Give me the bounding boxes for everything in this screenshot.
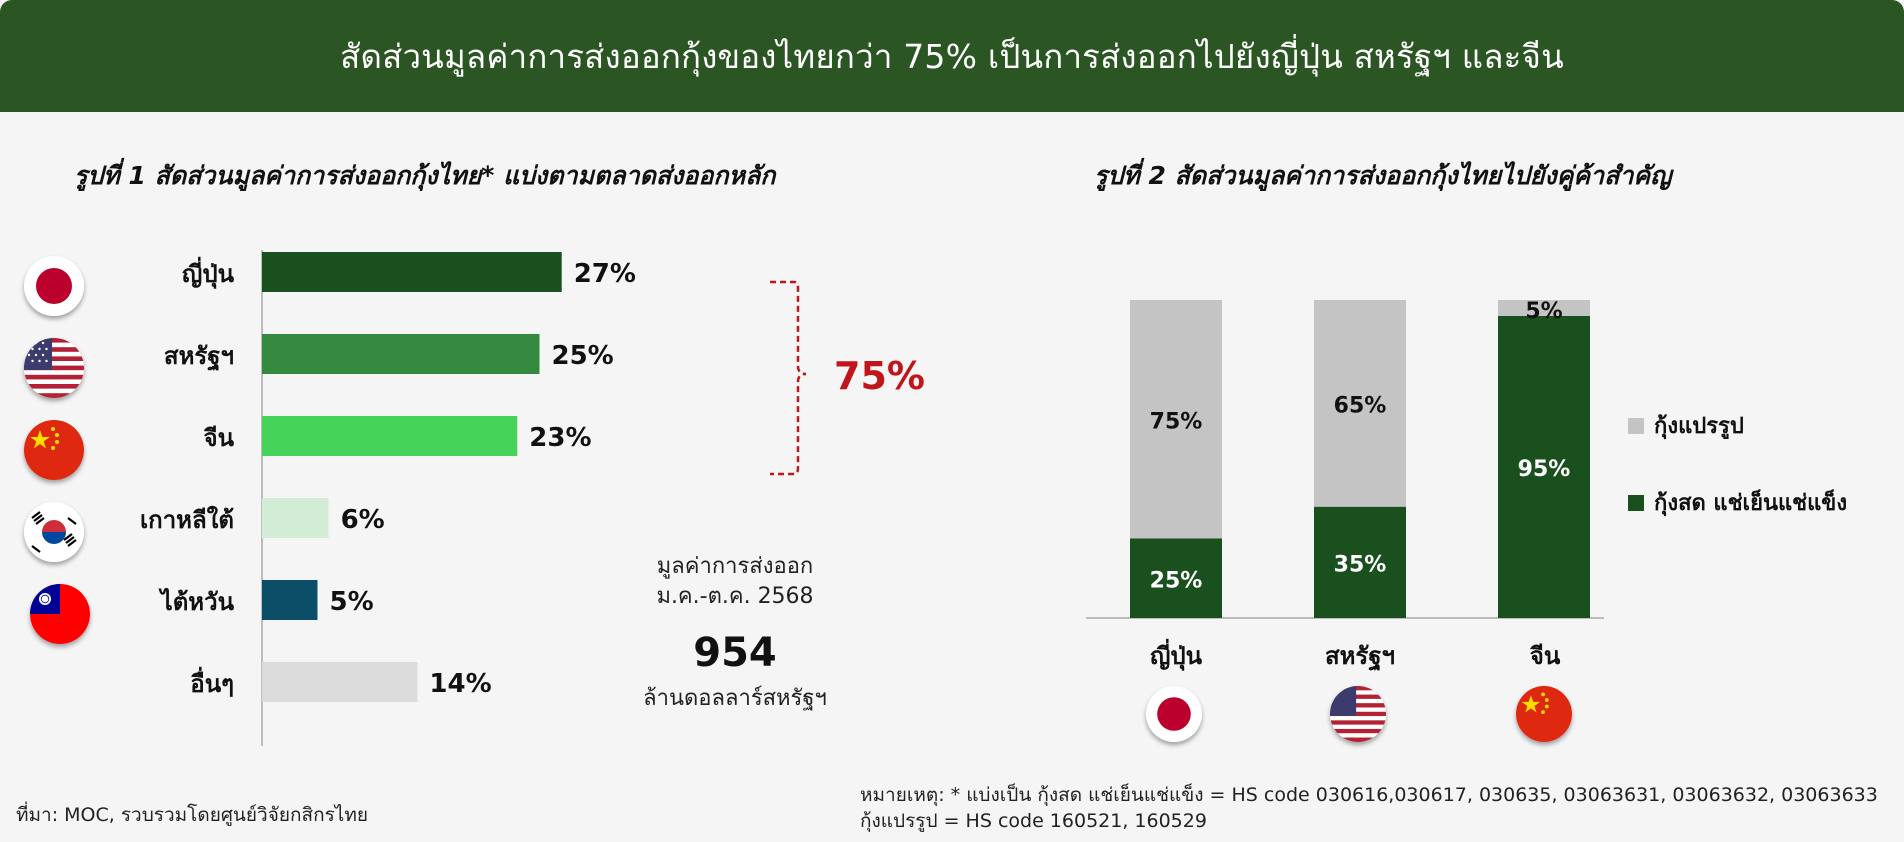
chart2-bar-segment bbox=[1130, 538, 1222, 618]
chart1-bar bbox=[262, 580, 318, 620]
chart2-segment-label: 75% bbox=[1150, 409, 1203, 434]
chart1-value-label: 27% bbox=[574, 259, 636, 289]
chart1-bar bbox=[262, 662, 418, 702]
export-caption-line2: ม.ค.-ต.ค. 2568 bbox=[656, 584, 814, 609]
chart1-bar bbox=[262, 498, 329, 538]
remark-line1: หมายเหตุ: * แบ่งเป็น กุ้งสด แช่เย็นแช่แข… bbox=[860, 784, 1878, 806]
chart1-value-label: 25% bbox=[552, 341, 614, 371]
chart2-bar-segment bbox=[1314, 506, 1406, 618]
legend-item-fresh: กุ้งสด แช่เย็นแช่แข็ง bbox=[1628, 485, 1847, 520]
chart2-bar-segment bbox=[1130, 300, 1222, 539]
export-value: 954 bbox=[693, 630, 777, 676]
chart2-segment-label: 35% bbox=[1334, 552, 1387, 577]
chart1-category-label: ญี่ปุ่น bbox=[182, 256, 235, 290]
chart2-stacked-bar-chart: 25% 75% 35% 65% 95% 5% bbox=[1086, 299, 1604, 619]
chart2-segment-label: 25% bbox=[1150, 568, 1203, 593]
chart1-bar bbox=[262, 252, 562, 292]
chart2-bar-segment bbox=[1314, 300, 1406, 507]
chart1-title: รูปที่ 1 สัดส่วนมูลค่าการส่งออกกุ้งไทย* … bbox=[74, 161, 776, 190]
chart1-bar bbox=[262, 334, 540, 374]
legend-label-fresh: กุ้งสด แช่เย็นแช่แข็ง bbox=[1654, 491, 1848, 516]
chart1-category-label: จีน bbox=[204, 424, 235, 452]
japan-flag-icon bbox=[1146, 686, 1202, 742]
bracket-mark bbox=[770, 280, 807, 476]
legend-label-processed: กุ้งแปรรูป bbox=[1654, 414, 1744, 439]
chart2-xlabel-usa: สหรัฐฯ bbox=[1324, 642, 1396, 670]
chart1-value-label: 14% bbox=[429, 669, 491, 699]
chart1-category-label: ไต้หวัน bbox=[158, 587, 235, 616]
remark-note: หมายเหตุ: * แบ่งเป็น กุ้งสด แช่เย็นแช่แข… bbox=[860, 782, 1878, 834]
chart2-bar-segment bbox=[1498, 300, 1590, 316]
legend-item-processed: กุ้งแปรรูป bbox=[1628, 408, 1847, 443]
chart2-segment-label: 65% bbox=[1334, 393, 1387, 418]
source-note: ที่มา: MOC, รวบรวมโดยศูนย์วิจัยกสิกรไทย bbox=[16, 804, 369, 826]
usa-flag-icon bbox=[1330, 686, 1386, 742]
export-value-note: มูลค่าการส่งออก ม.ค.-ต.ค. 2568 954 ล้านด… bbox=[620, 552, 850, 715]
china-flag-icon bbox=[24, 420, 84, 480]
chart2-segment-label: 95% bbox=[1518, 457, 1571, 482]
remark-line2: กุ้งแปรรูป = HS code 160521, 160529 bbox=[860, 810, 1207, 832]
legend-swatch-processed bbox=[1628, 417, 1644, 434]
chart2-xlabel-china: จีน bbox=[1529, 642, 1561, 670]
chart1-category-label: อื่นๆ bbox=[190, 666, 234, 698]
page-title: สัดส่วนมูลค่าการส่งออกกุ้งของไทยกว่า 75%… bbox=[340, 36, 1564, 76]
chart1-category-label: สหรัฐฯ bbox=[164, 342, 234, 372]
china-flag-icon bbox=[1516, 686, 1572, 742]
chart1-bar-chart: ญี่ปุ่น 27% สหรัฐฯ 25% จีน 23% เกาหลีใต้ 6% ไต้ห… bbox=[140, 250, 636, 746]
header-bar: สัดส่วนมูลค่าการส่งออกกุ้งของไทยกว่า 75%… bbox=[0, 0, 1904, 112]
chart2-segment-label: 5% bbox=[1525, 299, 1562, 324]
chart1-category-label: เกาหลีใต้ bbox=[140, 505, 234, 534]
japan-flag-icon bbox=[24, 256, 84, 316]
chart1-value-label: 23% bbox=[529, 423, 591, 453]
chart2-bar-segment bbox=[1498, 315, 1590, 618]
legend-swatch-fresh bbox=[1628, 494, 1644, 511]
chart1-value-label: 5% bbox=[330, 587, 374, 617]
export-caption-line1: มูลค่าการส่งออก bbox=[656, 554, 814, 579]
korea-flag-icon bbox=[24, 502, 84, 562]
chart2-title: รูปที่ 2 สัดส่วนมูลค่าการส่งออกกุ้งไทยไป… bbox=[1094, 161, 1672, 190]
chart2-legend: กุ้งแปรรูป กุ้งสด แช่เย็นแช่แข็ง bbox=[1628, 408, 1847, 562]
chart2-xlabel-japan: ญี่ปุ่น bbox=[1149, 642, 1203, 670]
export-unit: ล้านดอลลาร์สหรัฐฯ bbox=[643, 686, 827, 711]
chart1-value-label: 6% bbox=[341, 505, 385, 535]
bracket-total-label: 75% bbox=[834, 354, 925, 398]
chart1-bar bbox=[262, 416, 518, 456]
